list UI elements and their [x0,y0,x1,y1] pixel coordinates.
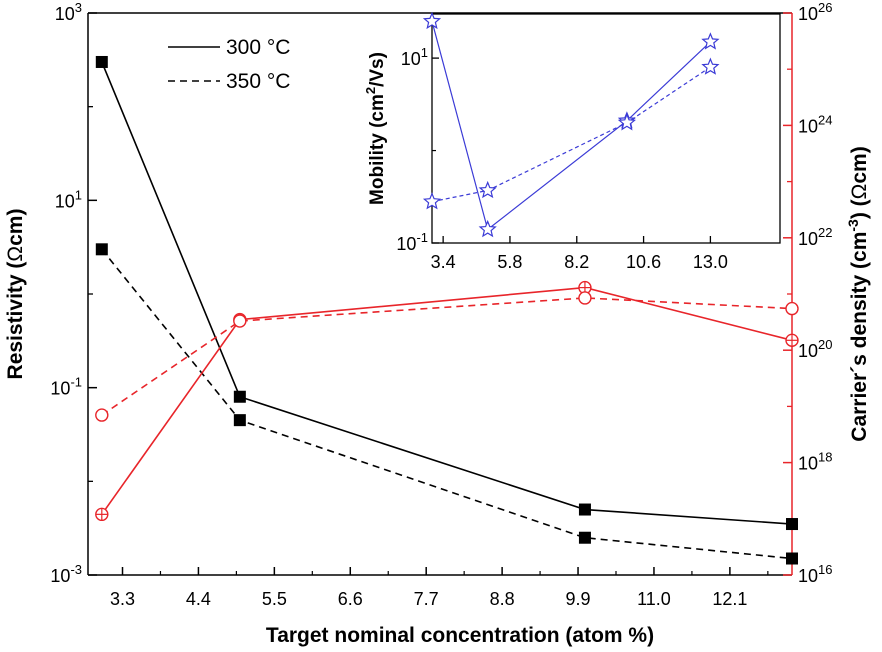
tick-label: 1020 [798,337,833,361]
x-tick-label: 11.0 [637,589,671,609]
inset-data-point [478,219,497,238]
x-tick-label: 4.4 [186,589,211,609]
tick-label: 10-1 [50,375,82,399]
data-point [95,507,109,522]
x-tick-label: 7.7 [414,589,439,609]
series-0 [95,55,798,531]
series-2 [95,280,799,522]
x-tick-label: 5.5 [262,589,287,609]
data-point [785,333,799,348]
y-right-axis-title: Carrier´s density (cm-3) (Ωcm) [845,146,871,441]
inset-y-axis-title: Mobility (cm2/Vs) [363,52,388,205]
x-tick-label: 8.8 [490,589,515,609]
inset-x-tick-label: 10.6 [626,252,661,272]
inset-series-line [431,66,711,203]
data-point [578,531,591,544]
inset-series-line [431,21,711,231]
inset-data-point [617,113,636,131]
tick-label: 10-3 [50,562,82,586]
series-line [101,61,793,525]
inset-chart: 3.4 5.8 8.2 10.6 13.0 10-1 101 Mobility (cm2/Vs… [363,11,781,278]
data-point [786,552,798,565]
legend-label: 350 °C [226,70,290,93]
series-line [101,297,793,416]
x-axis-title: Target nominal concentration (atom %) [266,624,654,647]
x-tick-label: 9.9 [566,589,591,609]
data-point [233,390,246,403]
inset-data-point [701,32,720,50]
tick-label: 1018 [798,450,833,474]
data-point [95,55,108,68]
inset-series-1 [422,57,720,210]
data-point [786,518,798,531]
data-point [233,314,247,328]
inset-x-tick-label: 5.8 [497,252,522,272]
inset-x-tick-label: 3.4 [431,252,456,272]
data-point [95,408,109,422]
x-ticks: 3.3 4.4 5.5 6.6 7.7 8.8 9.9 11.0 12.1 [110,567,769,609]
inset-data-point [701,57,720,75]
tick-label: 1016 [798,562,833,586]
inset-data-point [478,180,497,199]
legend: 300 °C 350 °C [168,36,290,93]
x-tick-label: 12.1 [712,589,747,609]
series-1 [95,243,798,565]
tick-label: 10-1 [396,230,428,254]
data-point [785,301,799,316]
y-right-ticks: 1016 1018 1020 1022 1024 1026 [783,0,833,586]
y-left-axis-title: Resistivity (Ωcm) [4,209,27,380]
tick-label: 101 [401,45,428,69]
data-point [233,414,246,427]
tick-label: 101 [55,187,82,211]
inset-frame [431,13,781,244]
data-point [95,243,108,256]
series-3 [95,291,799,422]
inset-x-tick-label: 8.2 [564,252,589,272]
tick-label: 1022 [798,225,833,249]
y-left-ticks: 10-3 10-1 101 103 [50,0,97,586]
series-line [101,248,793,560]
tick-label: 1026 [798,0,833,24]
inset-data-point [422,192,442,210]
inset-data-point [422,11,442,30]
series-line [101,286,793,515]
inset-x-tick-label: 13.0 [693,252,728,272]
tick-label: 1024 [798,112,833,136]
x-tick-label: 6.6 [338,589,363,609]
legend-label: 300 °C [226,36,290,59]
data-point [578,291,592,305]
x-tick-label: 3.3 [110,589,135,609]
data-point [578,503,591,516]
tick-label: 103 [55,0,82,24]
